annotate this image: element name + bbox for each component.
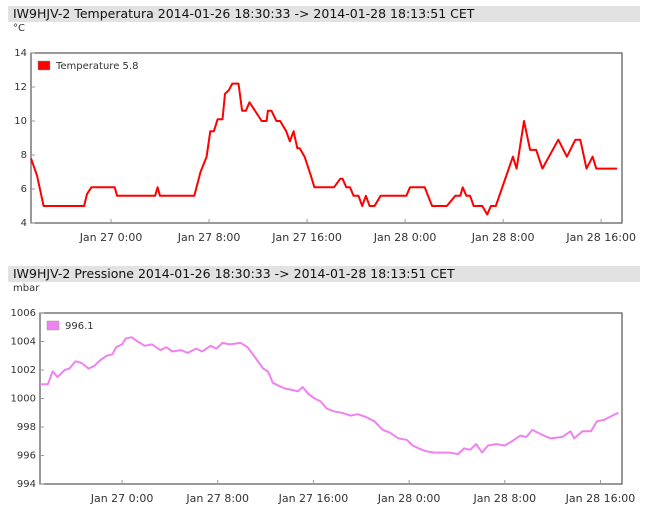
y-tick-label: 996 xyxy=(17,451,36,462)
y-tick-label: 4 xyxy=(21,218,27,229)
x-tick-label: Jan 28 8:00 xyxy=(472,492,536,505)
x-tick-label: Jan 27 0:00 xyxy=(79,231,143,244)
x-tick-label: Jan 27 16:00 xyxy=(278,492,349,505)
data-line xyxy=(40,336,619,456)
y-tick-label: 994 xyxy=(17,479,36,490)
x-tick-label: Jan 28 0:00 xyxy=(377,492,441,505)
chart-title: IW9HJV-2 Temperatura 2014-01-26 18:30:33… xyxy=(13,6,475,21)
x-tick-label: Jan 27 8:00 xyxy=(177,231,241,244)
y-axis-label: °C xyxy=(13,23,25,34)
y-tick-label: 12 xyxy=(14,82,27,93)
x-tick-label: Jan 28 16:00 xyxy=(565,492,636,505)
x-tick-label: Jan 27 16:00 xyxy=(271,231,342,244)
y-tick-label: 1002 xyxy=(11,365,36,376)
y-tick-label: 1006 xyxy=(11,308,36,319)
chart-title: IW9HJV-2 Pressione 2014-01-26 18:30:33 -… xyxy=(13,266,455,281)
legend-swatch xyxy=(37,60,51,71)
y-tick-label: 998 xyxy=(17,422,36,433)
legend-label: Temperature 5.8 xyxy=(55,61,138,72)
legend-swatch xyxy=(46,320,60,331)
y-axis-label: mbar xyxy=(13,283,40,294)
y-tick-label: 6 xyxy=(21,184,27,195)
y-tick-label: 10 xyxy=(14,116,27,127)
data-line xyxy=(30,82,618,216)
plot-frame xyxy=(30,52,623,224)
legend-label: 996.1 xyxy=(65,321,94,332)
x-tick-label: Jan 28 8:00 xyxy=(471,231,535,244)
x-tick-label: Jan 28 0:00 xyxy=(373,231,437,244)
y-tick-label: 1000 xyxy=(11,394,36,405)
y-tick-label: 14 xyxy=(14,48,27,59)
header-bar xyxy=(8,6,640,22)
header-bar xyxy=(8,266,640,282)
x-tick-label: Jan 27 0:00 xyxy=(90,492,154,505)
y-tick-label: 1004 xyxy=(11,337,36,348)
x-tick-label: Jan 27 8:00 xyxy=(185,492,249,505)
x-tick-label: Jan 28 16:00 xyxy=(565,231,636,244)
y-tick-label: 8 xyxy=(21,150,27,161)
